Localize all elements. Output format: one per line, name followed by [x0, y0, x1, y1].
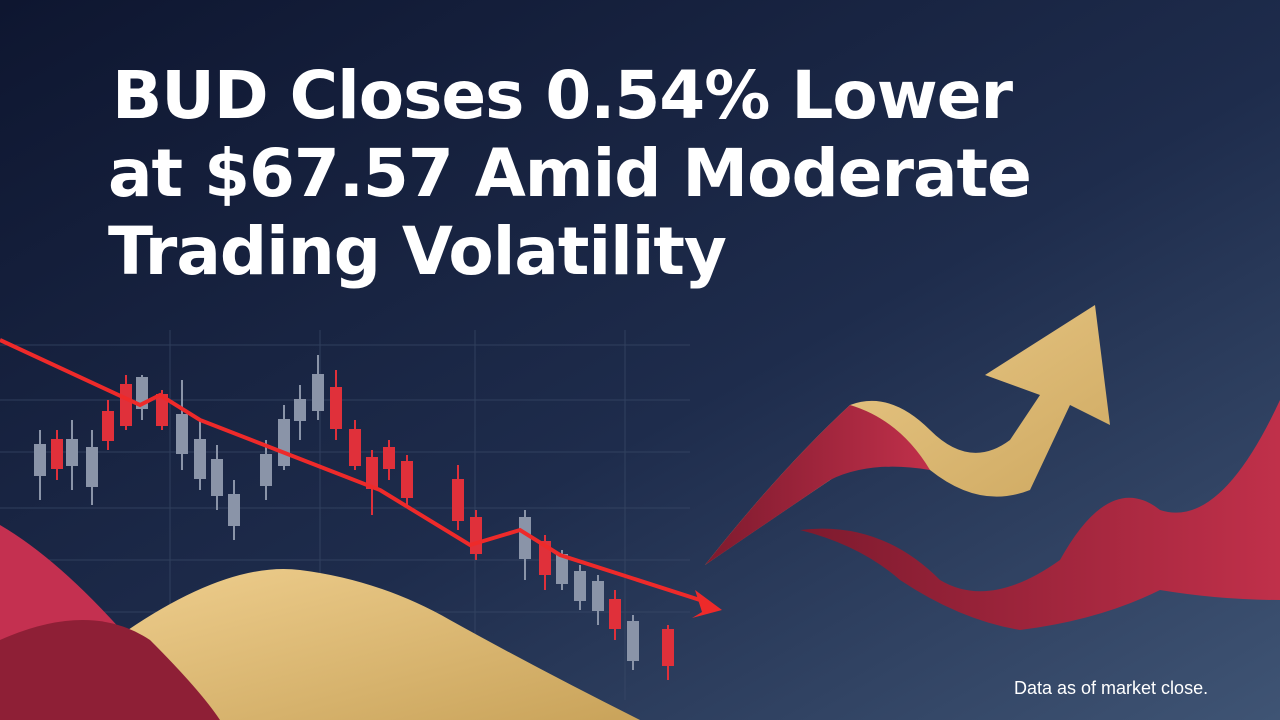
candlesticks	[34, 355, 674, 680]
headline: BUD Closes 0.54% Lower at $67.57 Amid Mo…	[108, 57, 1032, 290]
headline-line: at $67.57 Amid Moderate	[108, 135, 1031, 212]
rising-arrow	[705, 305, 1110, 565]
ribbon	[0, 620, 220, 720]
headline-line: BUD Closes 0.54% Lower	[112, 57, 1013, 134]
ribbon	[60, 569, 640, 720]
trend-arrow	[0, 338, 701, 602]
footnote: Data as of market close.	[1014, 678, 1208, 698]
ribbon	[800, 400, 1280, 630]
arrow-head	[692, 590, 722, 618]
ribbon	[705, 405, 930, 565]
headline-line: Trading Volatility	[108, 213, 726, 290]
